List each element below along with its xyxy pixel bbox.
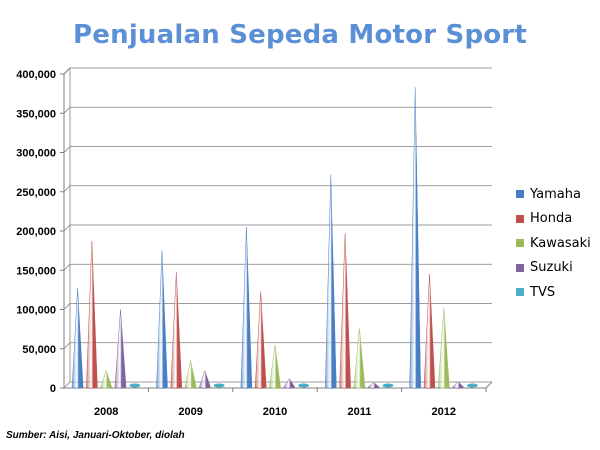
bar-kawasaki-2009	[184, 360, 197, 389]
gridline	[63, 185, 492, 193]
bar-tvs-2009	[213, 383, 225, 388]
legend-item-kawasaki: Kawasaki	[516, 231, 591, 256]
bar-suzuki-2009	[199, 369, 211, 389]
legend-label: Suzuki	[530, 260, 573, 276]
bar-kawasaki-2011	[353, 328, 366, 389]
bar-yamaha-2011	[325, 174, 337, 389]
gridline	[63, 224, 492, 232]
legend-item-yamaha: Yamaha	[516, 182, 591, 207]
x-tick-label: 2011	[347, 406, 371, 418]
y-tick-label: 200,000	[16, 226, 56, 238]
bar-tvs-2010	[298, 383, 310, 388]
x-tick-label: 2010	[263, 406, 287, 418]
gridline	[63, 263, 492, 271]
x-tick-label: 2009	[178, 406, 202, 418]
bar-suzuki-2010	[283, 378, 296, 389]
bar-kawasaki-2012	[438, 307, 450, 389]
legend-swatch	[516, 190, 524, 199]
bar-tvs-2012	[466, 383, 478, 388]
legend-item-honda: Honda	[516, 207, 591, 232]
chart-title: Penjualan Sepeda Motor Sport	[73, 20, 527, 50]
y-tick-label: 300,000	[16, 148, 56, 160]
legend-label: Honda	[530, 211, 573, 227]
source-note: Sumber: Aisi, Januari-Oktober, diolah	[6, 430, 185, 441]
bar-honda-2008	[86, 241, 98, 389]
bar-honda-2012	[423, 274, 436, 389]
bar-suzuki-2011	[367, 382, 380, 389]
legend-label: Kawasaki	[530, 235, 591, 251]
legend-swatch	[516, 214, 524, 223]
legend-swatch	[516, 288, 524, 297]
gridline	[63, 146, 492, 153]
legend-swatch	[516, 263, 524, 272]
gridline	[63, 67, 492, 75]
y-tick-label: 400,000	[16, 69, 56, 81]
legend: Yamaha Honda Kawasaki Suzuki TVS	[516, 182, 591, 305]
y-axis	[63, 67, 71, 388]
bar-suzuki-2008	[114, 309, 127, 389]
y-tick-label: 50,000	[22, 344, 56, 356]
legend-swatch	[516, 239, 524, 248]
y-tick-label: 250,000	[16, 187, 56, 199]
y-tick-label: 350,000	[16, 108, 56, 120]
bar-kawasaki-2010	[269, 344, 281, 389]
y-tick-label: 150,000	[16, 265, 56, 277]
bar-honda-2009	[170, 271, 183, 389]
gridline	[63, 106, 492, 114]
bar-tvs-2008	[129, 383, 141, 388]
bar-yamaha-2009	[156, 250, 168, 389]
legend-label: TVS	[530, 284, 556, 300]
bar-honda-2011	[339, 233, 351, 389]
legend-label: Yamaha	[530, 186, 581, 202]
bar-yamaha-2010	[240, 227, 253, 389]
bar-honda-2010	[254, 291, 267, 389]
x-tick-label: 2008	[94, 406, 118, 418]
legend-item-tvs: TVS	[516, 280, 591, 305]
legend-item-suzuki: Suzuki	[516, 256, 591, 281]
x-tick-label: 2012	[432, 406, 456, 418]
bar-yamaha-2008	[71, 288, 84, 389]
bar-kawasaki-2008	[100, 369, 113, 389]
bar-yamaha-2012	[409, 87, 421, 389]
y-tick-label: 0	[50, 383, 56, 395]
bar-suzuki-2012	[452, 381, 465, 389]
bar-tvs-2011	[382, 383, 394, 388]
y-tick-label: 100,000	[16, 305, 56, 317]
